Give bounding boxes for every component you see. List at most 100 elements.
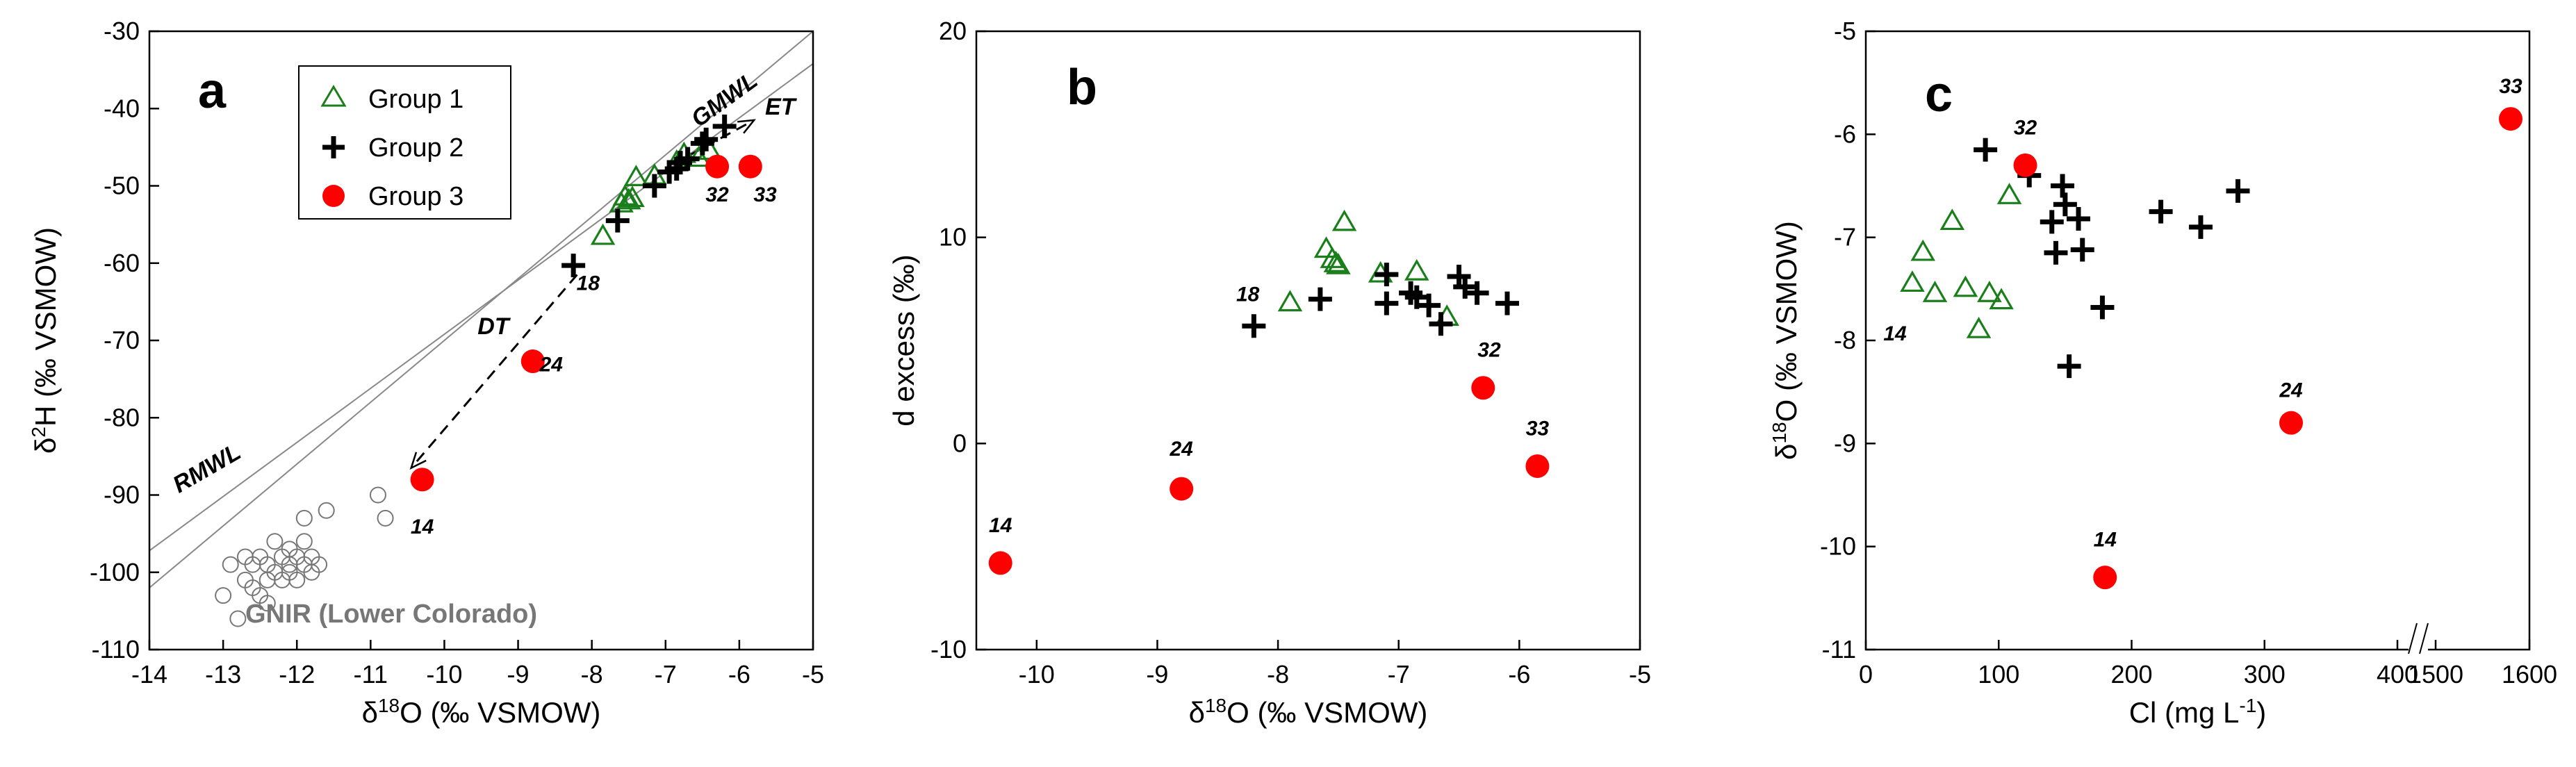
x-tick-label: -11 xyxy=(354,660,388,688)
data-point xyxy=(1996,183,2022,204)
data-point xyxy=(1974,138,1998,162)
y-tick-label: -50 xyxy=(104,172,140,200)
y-tick-label: -10 xyxy=(930,635,967,663)
point-annotation: 32 xyxy=(1477,339,1501,362)
data-point xyxy=(1375,263,1399,287)
mwl-line xyxy=(149,31,813,588)
y-axis-title: δ2H (‰ VSMOW) xyxy=(28,227,63,454)
data-point xyxy=(2499,107,2522,131)
y-tick-label: -5 xyxy=(1834,17,1856,45)
series-group-2 xyxy=(1242,263,1519,338)
x-tick-label: -8 xyxy=(581,660,603,688)
data-point xyxy=(2279,411,2303,435)
series-gnir-lower-colorado- xyxy=(215,486,394,627)
data-point xyxy=(1989,288,2014,310)
panel-a-letter: a xyxy=(198,63,227,119)
data-point xyxy=(1313,236,1339,258)
data-point xyxy=(690,131,714,156)
y-tick-label: -90 xyxy=(104,481,140,509)
data-point xyxy=(2226,179,2250,203)
series-group-2 xyxy=(561,114,737,278)
data-point xyxy=(259,595,276,612)
data-point xyxy=(1375,291,1399,315)
legend-item-group2: Group 2 xyxy=(322,133,463,163)
data-point xyxy=(288,571,306,588)
data-point xyxy=(1429,312,1453,336)
y-tick-label: 20 xyxy=(939,17,967,45)
legend-label-group1: Group 1 xyxy=(368,85,463,114)
data-point xyxy=(2067,206,2090,231)
data-point xyxy=(1326,252,1351,274)
x-axis-title: Cl (mg L-1) xyxy=(2129,695,2267,729)
data-point xyxy=(1404,285,1429,309)
data-point xyxy=(1465,281,1489,305)
point-annotation: 32 xyxy=(2014,116,2037,139)
data-point xyxy=(1242,314,1266,338)
data-point xyxy=(1331,209,1357,231)
data-point xyxy=(2090,295,2115,320)
x-tick-label: -12 xyxy=(279,660,315,688)
data-point xyxy=(410,468,434,492)
y-tick-label: 10 xyxy=(939,223,967,251)
point-annotation: 14 xyxy=(1883,322,1907,345)
data-point xyxy=(266,533,284,550)
x-tick-label: -7 xyxy=(655,660,677,688)
data-point xyxy=(1453,274,1477,299)
panel-b: 18 24 14 32 33 -10 -9 -8 -7 -6 -5 -10 0 10 20 δ18O (‰ … xyxy=(887,17,1651,729)
y-tick-label: -80 xyxy=(104,403,140,431)
y-tick-label: -9 xyxy=(1834,429,1856,457)
x-tick-label: 1600 xyxy=(2502,660,2557,688)
data-point xyxy=(369,486,386,504)
data-point xyxy=(2188,215,2213,239)
panel-b-letter: b xyxy=(1067,60,1097,115)
data-point xyxy=(1939,208,1965,231)
legend-triangle-icon xyxy=(320,85,347,107)
data-point xyxy=(318,502,335,519)
x-tick-label: -9 xyxy=(1146,660,1168,688)
data-point xyxy=(623,165,649,186)
x-tick-label: 1500 xyxy=(2408,660,2463,688)
legend-item-group1: Group 1 xyxy=(320,85,463,114)
y-tick-label: -70 xyxy=(104,326,140,354)
data-point xyxy=(988,551,1012,575)
data-point xyxy=(215,587,232,604)
legend-item-group3: Group 3 xyxy=(322,182,463,211)
trend-arrow xyxy=(410,274,578,469)
data-point xyxy=(712,114,737,138)
data-point xyxy=(1308,287,1332,311)
data-point xyxy=(2040,210,2064,234)
data-point xyxy=(612,183,638,206)
data-point xyxy=(1404,258,1429,281)
data-point xyxy=(295,509,313,527)
y-tick-label: -40 xyxy=(104,94,140,122)
data-point xyxy=(2093,566,2117,590)
data-point xyxy=(620,185,645,208)
x-tick-label: 100 xyxy=(1978,660,2019,688)
data-point xyxy=(2057,354,2081,379)
data-point xyxy=(1495,291,1519,315)
x-tick-label: -8 xyxy=(1267,660,1289,688)
data-point xyxy=(738,154,762,179)
point-annotation: 14 xyxy=(2094,529,2117,552)
panel-c-letter: c xyxy=(1925,67,1953,122)
y-tick-label: -100 xyxy=(90,558,140,586)
dt-label: DT xyxy=(477,313,511,340)
y-tick-label: -110 xyxy=(92,635,140,663)
data-point xyxy=(1922,281,1948,302)
x-tick-label: -10 xyxy=(426,660,462,688)
series-group-3 xyxy=(988,376,1550,575)
data-point xyxy=(311,556,328,573)
data-point xyxy=(295,533,313,550)
point-annotation: 14 xyxy=(411,516,434,538)
point-annotation: 24 xyxy=(539,354,564,377)
x-axis-title: δ18O (‰ VSMOW) xyxy=(1189,695,1428,729)
x-tick-label: -5 xyxy=(802,660,824,688)
data-point xyxy=(1277,290,1303,312)
data-point xyxy=(590,223,616,245)
point-annotation: 24 xyxy=(1169,438,1193,461)
x-tick-label: -6 xyxy=(1508,660,1530,688)
x-tick-label: -9 xyxy=(507,660,530,688)
x-tick-label: 300 xyxy=(2244,660,2286,688)
data-point xyxy=(1966,316,1992,338)
